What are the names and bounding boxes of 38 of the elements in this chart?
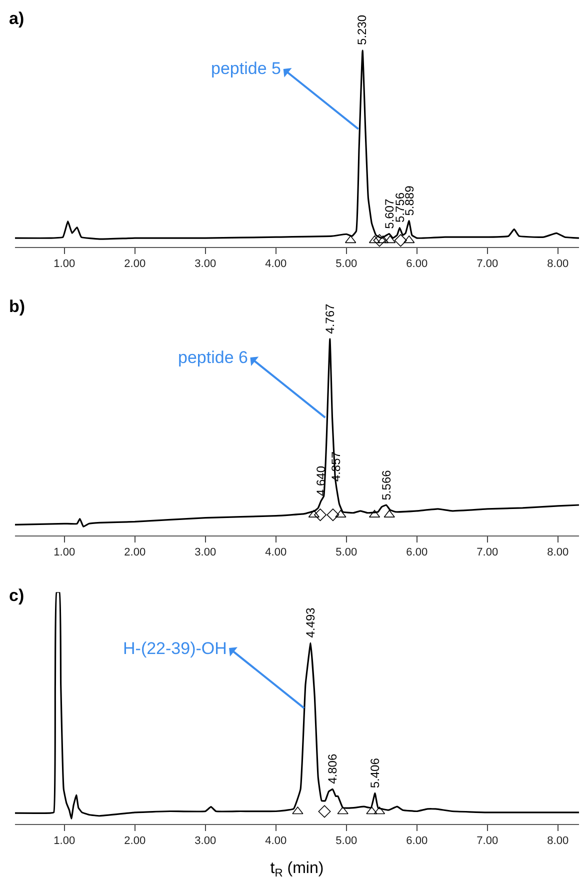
x-tick-label: 2.00 (124, 258, 146, 270)
x-tick-label: 2.00 (124, 835, 146, 848)
x-tick-label: 3.00 (194, 546, 216, 559)
x-tick-label: 8.00 (547, 835, 569, 848)
x-tick-label: 8.00 (547, 258, 569, 270)
x-tick-label: 6.00 (406, 258, 428, 270)
x-tick-label: 7.00 (476, 546, 498, 559)
annotation: 5.607 (382, 198, 396, 229)
annotation: peptide 6 (178, 348, 248, 367)
chart-title: a) (9, 9, 24, 28)
annotation: 5.406 (368, 758, 382, 788)
x-tick-label: 7.00 (476, 258, 498, 270)
annotation: 4.767 (322, 303, 337, 334)
x-tick-label: 6.00 (406, 546, 428, 559)
x-tick-label: 5.00 (336, 258, 358, 270)
x-tick-label: 4.00 (265, 835, 287, 848)
annotation: H-(22-39)-OH (123, 639, 227, 658)
x-tick-label: 4.00 (265, 546, 287, 559)
annotation: 4.806 (325, 754, 340, 784)
annotation: peptide 5 (211, 59, 281, 78)
chart-title: b) (9, 297, 26, 316)
annotation: 5.566 (379, 470, 394, 500)
x-tick-label: 3.00 (194, 258, 216, 270)
x-tick-label: 1.00 (54, 258, 76, 270)
x-axis-title: t$_{R}$ (min) (270, 860, 324, 880)
x-tick-label: 7.00 (476, 835, 498, 848)
x-tick-label: 1.00 (54, 835, 76, 848)
x-tick-label: 6.00 (406, 835, 428, 848)
x-tick-label: 2.00 (124, 546, 146, 559)
annotation: 4.493 (304, 607, 318, 638)
x-tick-label: 5.00 (336, 835, 358, 848)
x-tick-label: 8.00 (547, 546, 569, 559)
x-tick-label: 3.00 (194, 835, 216, 848)
chart-title: c) (9, 586, 24, 605)
x-tick-label: 1.00 (54, 546, 76, 559)
annotation: 5.230 (355, 14, 370, 45)
x-tick-label: 5.00 (336, 546, 358, 559)
x-tick-label: 4.00 (265, 258, 287, 270)
